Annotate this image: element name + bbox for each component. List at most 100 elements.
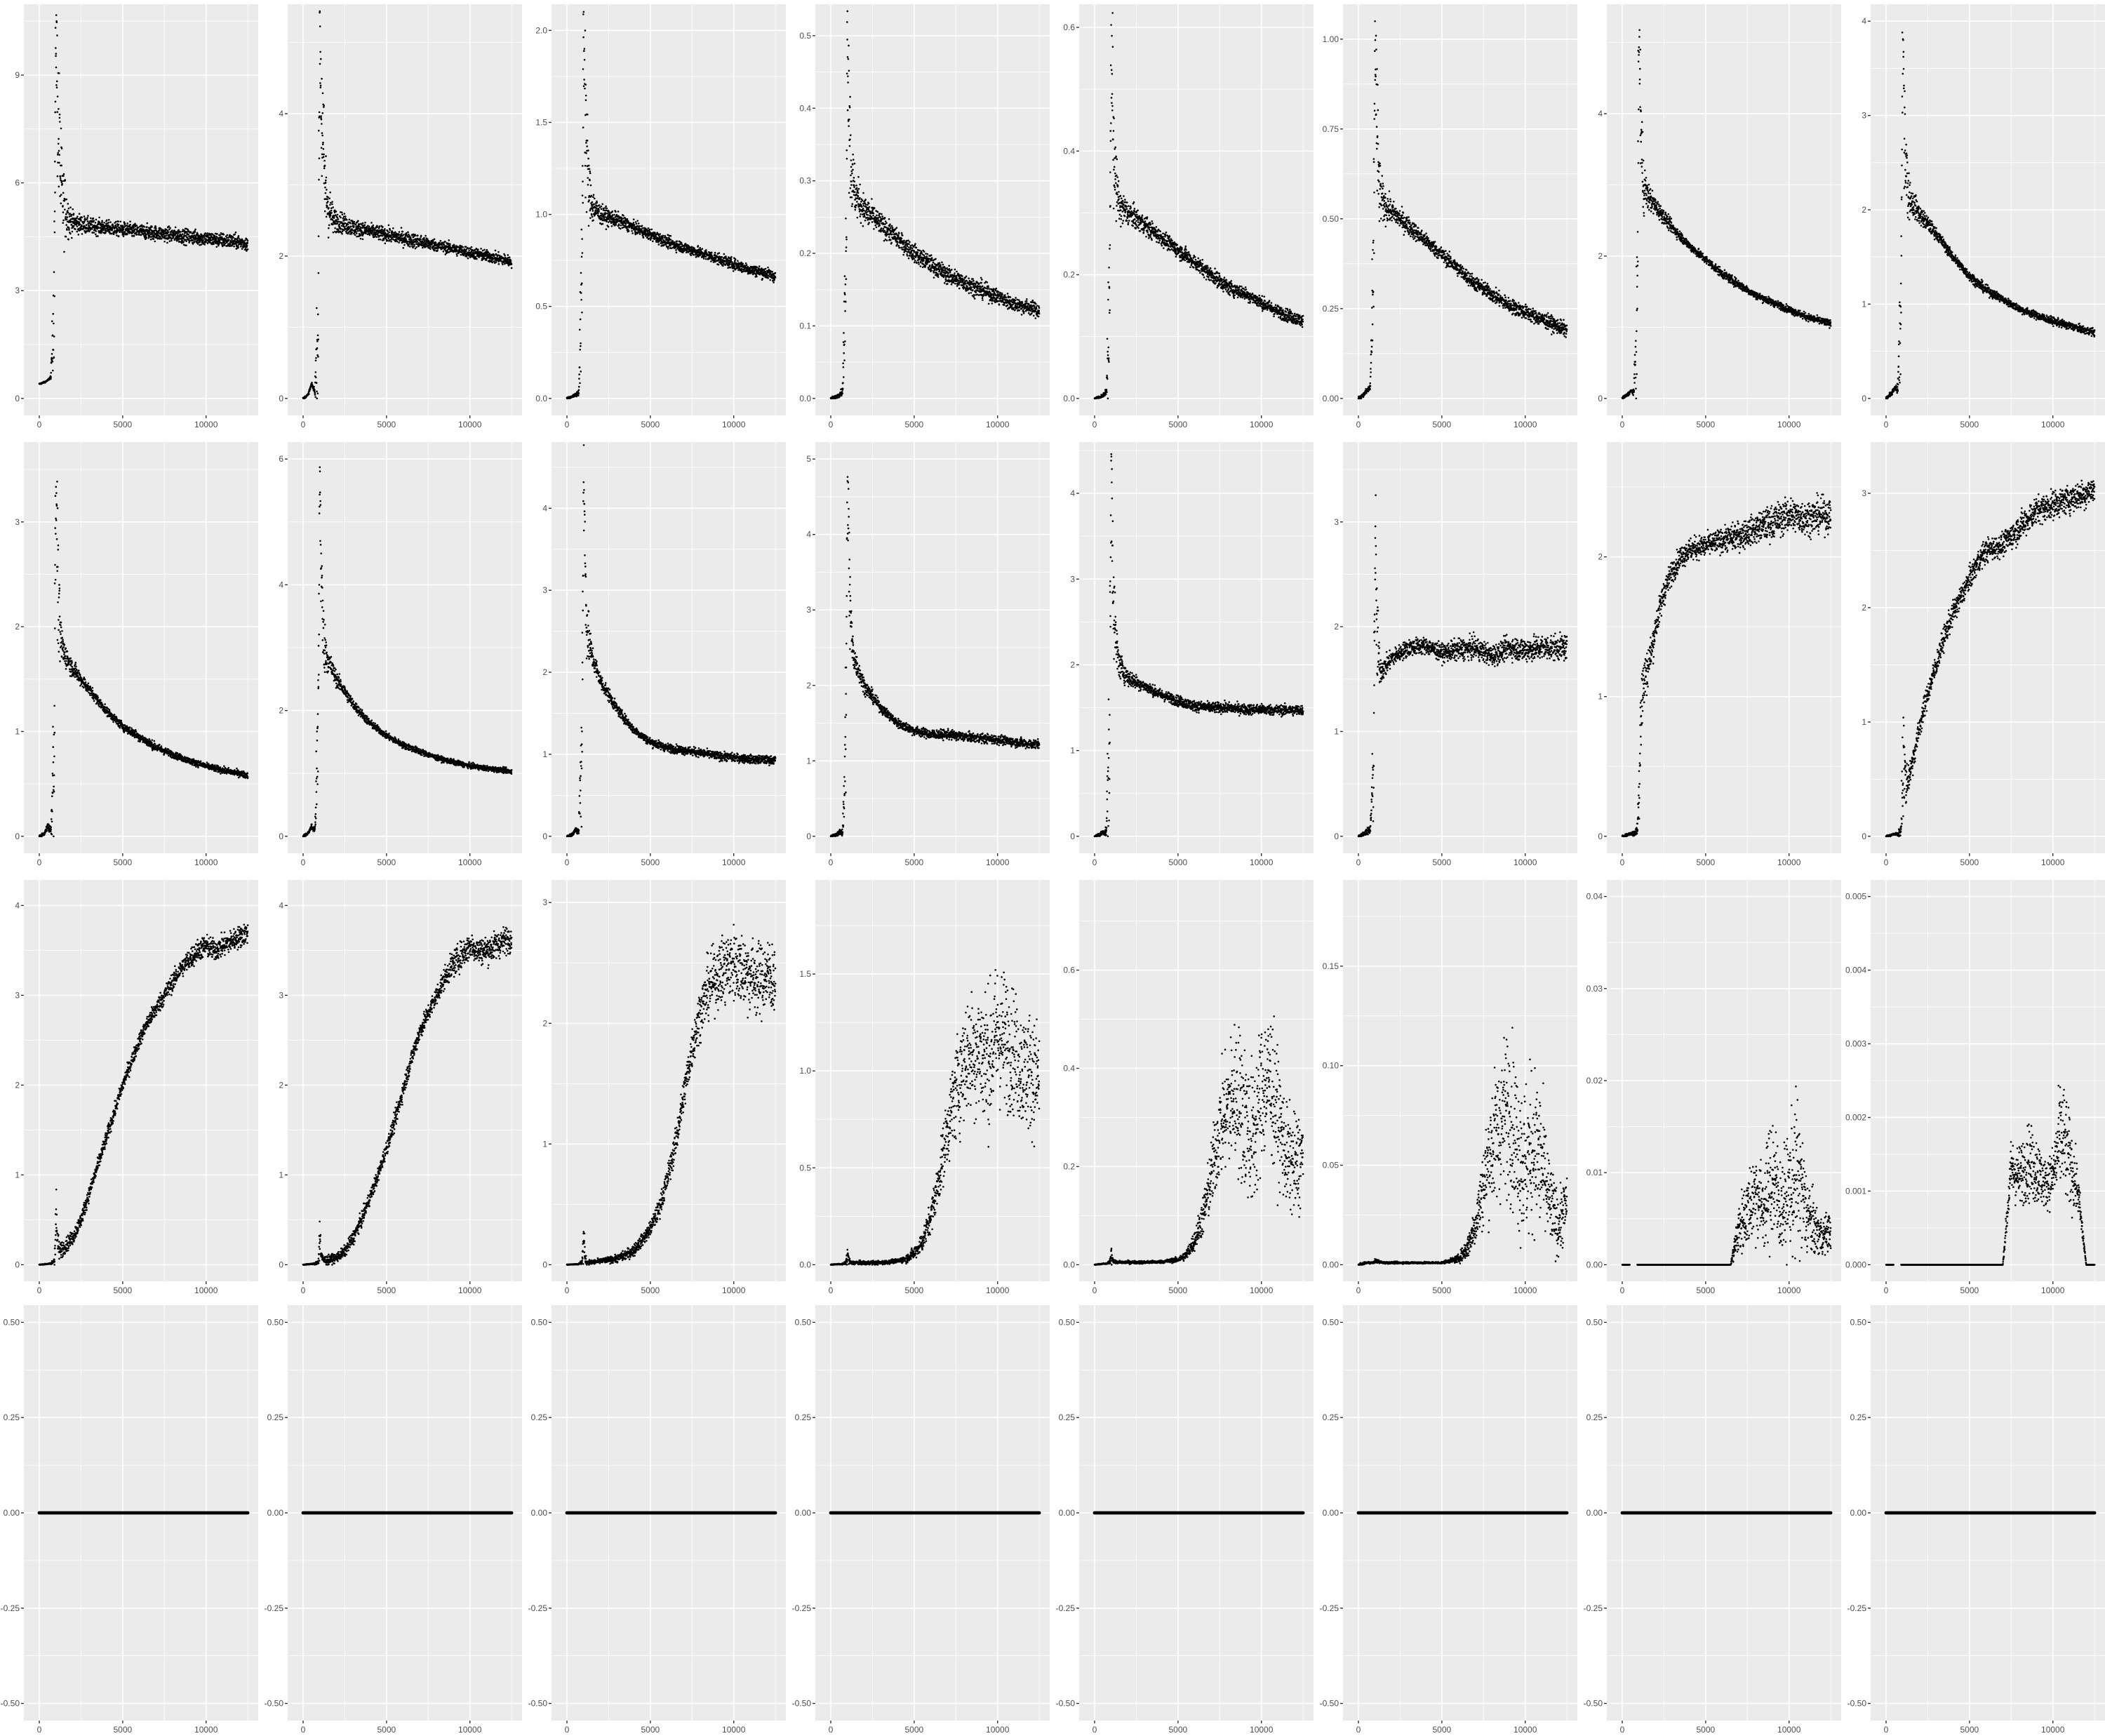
- data-point-s1: [841, 391, 843, 393]
- data-point-s1: [901, 246, 903, 249]
- x-tick-label: 0: [301, 420, 306, 429]
- data-point-s1: [584, 196, 587, 199]
- data-point-s1: [116, 225, 119, 227]
- data-point-s1: [764, 270, 766, 273]
- data-point-s1: [173, 235, 175, 237]
- data-point-s1: [123, 222, 126, 225]
- data-point-s1: [343, 229, 345, 232]
- data-point-s1: [411, 245, 413, 248]
- data-point-s1: [578, 328, 581, 331]
- data-point-s1: [229, 245, 232, 247]
- data-point-s1: [848, 125, 850, 127]
- data-point-s1: [420, 239, 422, 241]
- data-point-s1: [161, 237, 163, 240]
- data-point-s1: [849, 187, 852, 189]
- data-point-s1: [721, 255, 723, 258]
- data-point-s1: [150, 236, 153, 238]
- data-point-s1: [645, 232, 647, 234]
- data-point-s1: [323, 159, 326, 162]
- data-point-s1: [756, 275, 758, 278]
- data-point-s1: [92, 217, 95, 220]
- data-point-s1: [414, 247, 417, 250]
- data-point-s1: [880, 220, 882, 222]
- data-point-s1: [844, 300, 847, 303]
- data-point-s1: [65, 198, 68, 201]
- data-point-s1: [493, 260, 495, 262]
- data-point-s1: [848, 106, 851, 109]
- data-point-s1: [351, 228, 353, 230]
- data-point-s1: [861, 199, 864, 201]
- data-point-s1: [408, 243, 410, 246]
- data-point-s1: [855, 197, 857, 200]
- data-point-s1: [853, 162, 856, 165]
- data-point-s1: [591, 205, 593, 208]
- data-point-s1: [655, 241, 657, 243]
- data-point-s1: [852, 153, 854, 156]
- data-point-s1: [322, 141, 324, 144]
- data-point-s1: [56, 34, 58, 36]
- data-point-s1: [634, 221, 637, 223]
- data-point-s1: [890, 233, 893, 236]
- data-point-s1: [626, 218, 629, 220]
- data-point-s1: [590, 213, 593, 216]
- data-point-s1: [604, 212, 607, 215]
- data-point-s1: [902, 253, 904, 256]
- data-point-s1: [345, 217, 347, 220]
- data-point-s1: [867, 208, 870, 211]
- data-point-s1: [907, 257, 910, 260]
- data-point-s1: [880, 227, 883, 229]
- data-point-s1: [209, 237, 212, 240]
- data-point-s1: [76, 220, 78, 222]
- data-point-s1: [883, 229, 886, 232]
- data-point-s1: [192, 236, 195, 239]
- data-point-s1: [218, 244, 220, 247]
- data-point-s1: [579, 348, 581, 351]
- data-point-s1: [714, 257, 717, 260]
- data-point-s1: [67, 238, 69, 241]
- data-point-s1: [83, 218, 86, 220]
- data-point-s1: [316, 354, 319, 356]
- data-point-s1: [101, 220, 103, 222]
- data-point-s1: [58, 116, 61, 119]
- data-point-s1: [877, 216, 880, 219]
- data-point-s1: [319, 62, 321, 65]
- data-point-s1: [857, 195, 860, 198]
- data-point-s1: [494, 249, 497, 252]
- data-point-s1: [469, 256, 472, 258]
- data-point-s1: [916, 262, 918, 265]
- data-point-s1: [758, 265, 761, 267]
- data-point-s1: [133, 230, 135, 232]
- data-point-s1: [228, 239, 230, 241]
- data-point-s1: [477, 248, 479, 251]
- data-point-s1: [737, 260, 739, 262]
- data-point-s1: [433, 238, 436, 241]
- data-point-s1: [354, 224, 357, 226]
- data-point-s1: [871, 198, 873, 200]
- data-point-s1: [376, 226, 379, 228]
- data-point-s1: [84, 219, 87, 221]
- x-tick-label: 0: [829, 420, 834, 429]
- data-point-s1: [771, 271, 773, 273]
- data-point-s1: [606, 213, 608, 215]
- data-point-s1: [594, 211, 596, 213]
- data-point-s1: [52, 369, 54, 372]
- data-point-s1: [581, 194, 584, 196]
- data-point-s1: [138, 234, 140, 236]
- data-point-s1: [761, 268, 763, 271]
- data-point-s1: [389, 229, 392, 232]
- data-point-s1: [51, 320, 53, 323]
- data-point-s1: [62, 205, 64, 207]
- data-point-s1: [767, 276, 770, 279]
- data-point-s1: [315, 356, 317, 359]
- data-point-s1: [211, 243, 213, 246]
- data-point-s1: [58, 149, 60, 152]
- data-point-s1: [886, 239, 888, 241]
- data-point-s1: [168, 240, 171, 242]
- data-point-s1: [692, 253, 695, 256]
- data-point-s1: [469, 247, 471, 249]
- x-tick-label: 0: [37, 420, 42, 429]
- data-point-s1: [175, 232, 178, 234]
- data-point-s1: [608, 218, 610, 220]
- data-point-s1: [764, 267, 767, 270]
- data-point-s1: [86, 216, 88, 219]
